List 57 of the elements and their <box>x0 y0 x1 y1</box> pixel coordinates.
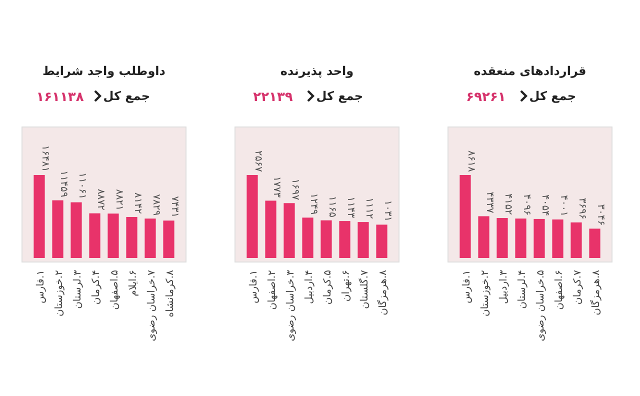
x-tick-label: ۴.کرمان <box>90 270 102 305</box>
x-tick-label: ۳.خراسان رضوی <box>285 269 296 342</box>
data-label: ۱۶۴۸۱ <box>39 145 50 172</box>
x-tick-label: ۴.اردبیل <box>304 270 315 304</box>
data-label: ۴۰۵۴ <box>539 194 550 216</box>
x-tick-label: ۵.خراسان رضوی <box>535 270 546 342</box>
data-label: ۳۰۴۶ <box>594 204 606 226</box>
data-label: ۱۱۰۶۱ <box>76 172 88 200</box>
data-label: ۳۶۹۶ <box>576 198 588 220</box>
text: ۱۶۱۱۳۸ <box>36 90 84 105</box>
data-label: ۱۱۴۵۹ <box>58 170 69 198</box>
x-tick-label: ۷.گلستان <box>358 269 370 309</box>
x-tick-label: ۲.اصفهان <box>266 270 278 310</box>
x-tick-label: ۷.کرمان <box>572 269 584 305</box>
x-tick-label: ۶.تهران <box>340 270 352 302</box>
data-label: ۱۱۶۵ <box>326 196 338 218</box>
x-tick-label: ۲.خوزستان <box>54 270 65 317</box>
x-tick-label: ۱.فارس <box>461 270 472 304</box>
x-tick-label: ۷.خراسان رضوی <box>146 269 158 342</box>
x-tick-label: ۸.هرمزگان <box>376 269 389 316</box>
chart-subtitle: جمع کل <box>529 89 576 103</box>
data-label: ۱۶۹۷ <box>289 178 300 201</box>
data-label: ۷۸۲۹ <box>150 194 162 216</box>
data-label: ۱۲۴۹ <box>308 193 319 215</box>
text: ۶۹۲۶۱ <box>466 90 506 105</box>
data-label: ۸۱۴۲ <box>132 192 143 214</box>
x-tick-label: ۶.ایلام <box>128 270 139 296</box>
chart-title: داوطلب واجد شرایط <box>42 64 166 78</box>
x-tick-label: ۱.فارس <box>35 270 46 304</box>
x-tick-label: ۳.اردبیل <box>498 269 510 304</box>
x-tick-label: ۴.لرستان <box>516 270 528 309</box>
data-label: ۱۰۳۱ <box>382 200 393 222</box>
chart-subtitle: جمع کل <box>103 89 150 103</box>
data-label: ۲۵۶۷ <box>252 150 264 173</box>
x-tick-label: ۵.کرمان <box>322 270 334 305</box>
data-label: ۱۱۱۲ <box>363 198 374 220</box>
chart-title: واحد پذیرنده <box>280 64 354 78</box>
data-label: ۷۴۳۱ <box>168 196 180 218</box>
data-label: ۸۸۲۱ <box>113 189 124 211</box>
x-tick-label: ۱.فارس <box>248 270 260 304</box>
chart-title: قراردادهای منعقده <box>474 64 586 78</box>
data-label: ۸۶۱۸ <box>465 150 476 173</box>
data-label: ۴۳۳۷ <box>484 192 495 214</box>
x-tick-label: ۶.اصفهان <box>554 270 565 310</box>
x-tick-label: ۵.اصفهان <box>109 270 120 310</box>
data-label: ۸۸۷۲ <box>94 188 106 210</box>
x-tick-label: ۸.هرمزگان <box>590 269 602 316</box>
data-label: ۴۰۹۶ <box>520 194 532 216</box>
data-label: ۱۷۷۳ <box>270 176 282 198</box>
data-label: ۱۱۴۳ <box>344 196 356 219</box>
chart-subtitle: جمع کل <box>316 89 363 103</box>
data-label: ۴۰۰۱ <box>558 194 569 216</box>
data-label: ۴۱۵۲ <box>502 194 514 216</box>
x-tick-label: ۲.خوزستان <box>480 270 491 317</box>
x-tick-label: ۸.کرمانشاه <box>164 269 176 318</box>
x-tick-label: ۳.لرستان <box>72 269 84 309</box>
text: ۲۲۱۳۹ <box>253 90 293 105</box>
